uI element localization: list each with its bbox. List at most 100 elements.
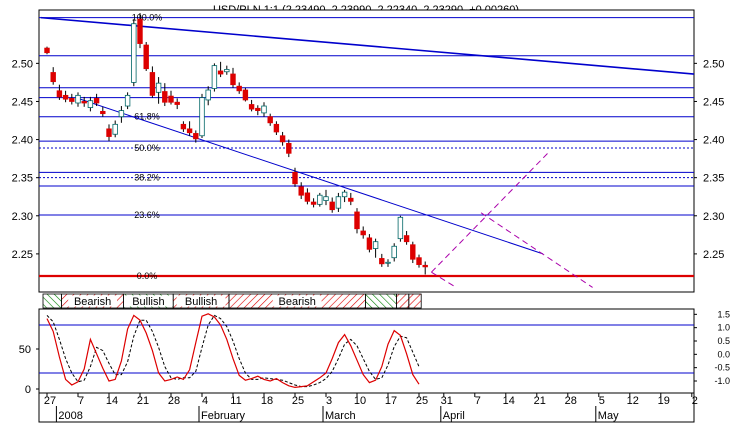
osc-tick-label-right: 0.5 [717,336,730,346]
fib-level-label: 0.0% [137,271,158,281]
x-period-label: May [598,410,619,422]
x-tick-label: 12 [627,395,639,407]
projection-line [431,271,457,288]
x-tick-label: 25 [416,395,428,407]
stochastic-d-line [46,314,420,388]
x-tick-label: 14 [106,395,118,407]
x-tick-label: 5 [599,395,605,407]
candle-body [273,123,280,133]
x-tick-label: 4 [202,395,208,407]
candle-body [143,44,149,70]
x-tick-label: 25 [292,395,304,407]
sentiment-band [408,293,422,309]
osc-tick-label-left: 50 [19,344,31,356]
projection-line [480,212,593,288]
x-tick-label: 18 [261,395,273,407]
trendline [40,16,694,75]
x-tick-label: 7 [475,395,481,407]
x-period-label: March [325,410,356,422]
candle-body [205,89,211,101]
sentiment-band [395,293,410,309]
candle-body [385,261,391,264]
candle-body [230,73,236,86]
candle-body [335,196,342,209]
candle-body [422,264,428,268]
y-tick-label-right: 2.45 [703,96,724,108]
y-tick-label-left: 2.35 [12,173,33,185]
candle-body [261,105,267,114]
sentiment-band [364,293,397,309]
y-tick-label-left: 2.30 [12,211,33,223]
x-tick-label: 17 [385,395,397,407]
oscillator-panel: 50 0 1.5 1.0 0.5 0.0 -0.5 -1.0 [19,308,730,396]
candle-body [162,91,168,103]
candle-body [354,211,360,230]
candle-body [286,142,292,154]
candle-body [168,95,174,103]
candle-body [75,94,81,104]
candle-body [242,89,249,101]
candle-body [106,128,112,137]
candle-body [248,104,255,110]
x-tick-label: 3 [326,395,332,407]
sentiment-label-bg [272,295,322,307]
x-tick-label: 28 [565,395,577,407]
candle-body [100,110,106,115]
candle-body [298,186,304,196]
y-tick-label-left: 2.50 [12,58,33,70]
x-tick-label: 21 [137,395,149,407]
x-tick-label: 7 [78,395,84,407]
fib-level-label: 100.0% [132,13,163,23]
candle-body [44,47,50,54]
trendline [77,97,544,255]
candle-body [416,257,422,265]
osc-tick-label-right: -0.5 [714,363,730,373]
candle-body [69,98,75,102]
candle-body [62,94,69,100]
x-period-label: February [201,410,246,422]
candle-body [292,171,298,185]
candle-body [137,18,143,44]
candle-body [403,235,410,243]
candle-body [379,258,385,265]
sentiment-band [42,293,63,309]
candle-body [155,82,162,93]
x-tick-label: 28 [168,395,180,407]
y-tick-label-right: 2.25 [703,249,724,261]
candle-body [279,135,286,143]
y-tick-label-left: 2.25 [12,249,33,261]
x-tick-label: 14 [503,395,515,407]
candle-body [93,98,100,104]
candle-body [56,90,63,98]
y-tick-label-right: 2.30 [703,211,724,223]
x-period-label: April [443,410,465,422]
osc-tick-label-right: 1.0 [717,323,730,333]
candle-body [174,101,180,105]
osc-tick-label-left: 0 [25,384,31,396]
candle-body [199,97,205,137]
stochastic-k-line [46,313,420,389]
x-tick-label: 11 [230,395,241,407]
projection-line [431,151,550,273]
y-tick-label-left: 2.40 [12,135,33,147]
candle-body [329,201,335,211]
x-tick-label: 27 [44,395,56,407]
osc-tick-label-right: -1.0 [714,376,730,386]
candle-body [255,107,261,112]
candle-body [267,116,273,124]
sentiment-label-bg [68,295,117,307]
oscillator-panel-frame [38,308,695,394]
candle-body [217,70,224,75]
candle-body [50,72,56,83]
candle-body [81,101,87,104]
x-tick-label: 19 [658,395,670,407]
candle-body [131,23,137,83]
candle-body [366,237,373,250]
candle-body [224,69,230,73]
candle-body [317,194,323,205]
x-tick-label: 2 [692,395,698,407]
x-period-label: 2008 [58,410,82,422]
fib-level-label: 50.0% [134,143,160,153]
y-tick-label-left: 2.45 [12,96,33,108]
